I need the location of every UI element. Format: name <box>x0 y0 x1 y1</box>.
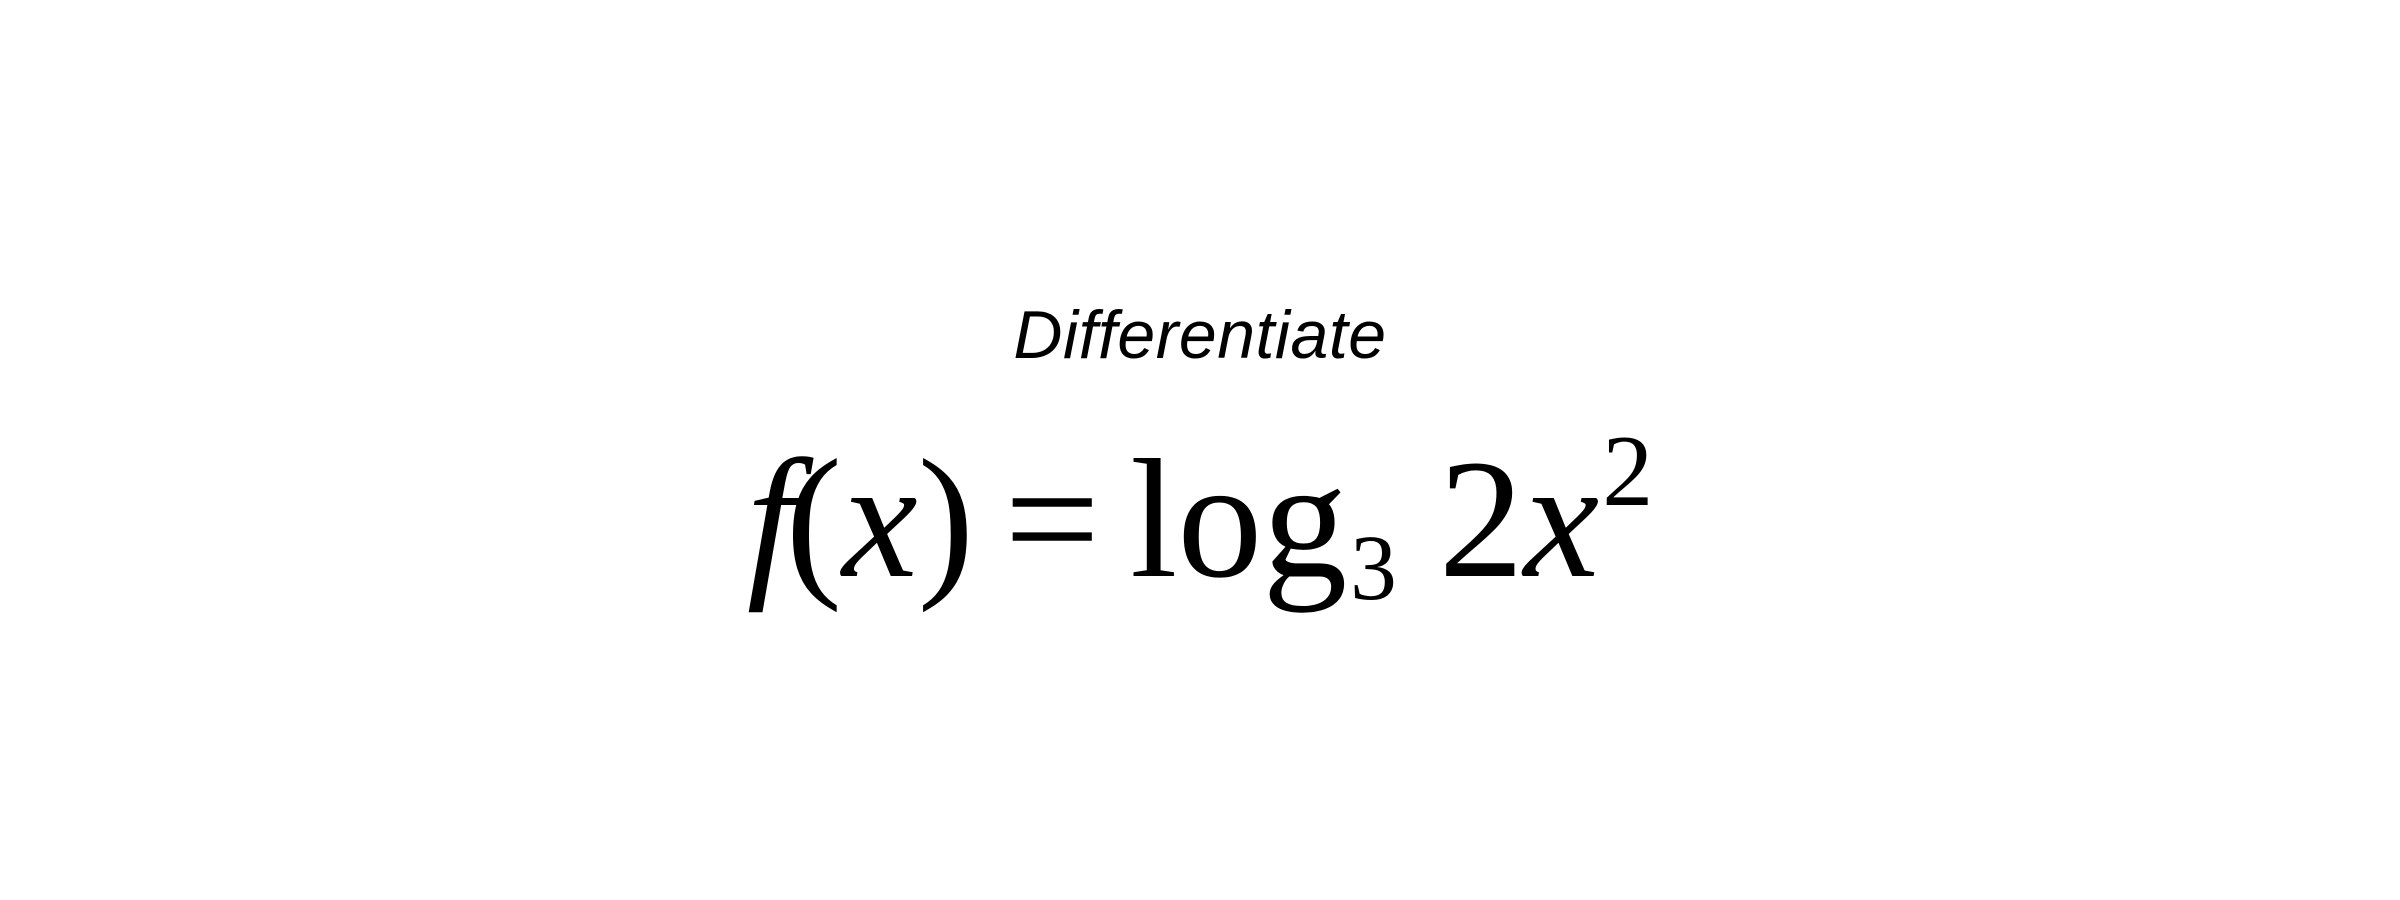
exponent-2: 2 <box>1602 421 1653 523</box>
instruction-text: Differentiate <box>1013 296 1386 374</box>
log-base: 3 <box>1350 522 1397 616</box>
symbol-x-var: x <box>1524 434 1599 604</box>
operator-log: log <box>1130 434 1347 604</box>
open-paren: ( <box>786 434 843 604</box>
coefficient-2: 2 <box>1439 434 1524 604</box>
symbol-x-arg: x <box>842 434 917 604</box>
close-paren: ) <box>918 434 975 604</box>
equals-sign: = <box>1004 434 1100 604</box>
document-canvas: Differentiate f ( x ) = log 3 2 x 2 <box>0 0 2400 900</box>
equation: f ( x ) = log 3 2 x 2 <box>747 434 1653 604</box>
